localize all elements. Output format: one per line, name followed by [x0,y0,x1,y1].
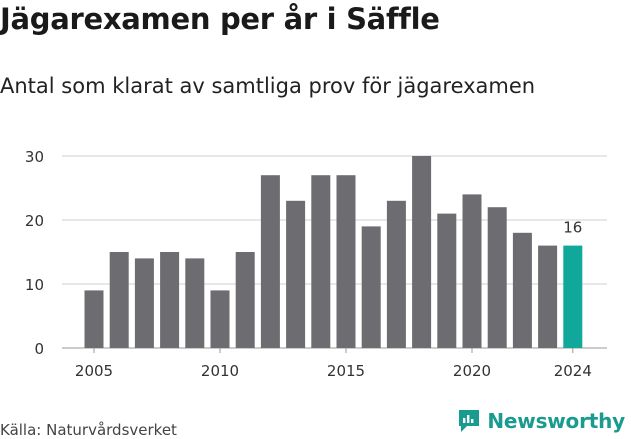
bar-2013 [286,200,306,348]
bar-2018 [412,156,432,348]
bar-chart: 0 10 20 30 16 2005 2010 2015 2020 2024 [25,148,607,380]
chart-title: Jägarexamen per år i Säffle [0,2,440,36]
bar-2023 [538,245,558,348]
bar-2017 [386,200,406,348]
y-tick-label: 20 [25,212,44,230]
bar-2006 [109,252,129,348]
y-tick-label: 0 [34,340,44,358]
bar-2014 [311,175,331,348]
bar-2015 [336,175,356,348]
bar-2011 [235,252,255,348]
y-tick-label: 10 [25,276,44,294]
x-tick-label: 2010 [201,362,239,380]
x-tick-label: 2015 [327,362,365,380]
chart-subtitle: Antal som klarat av samtliga prov för jä… [0,74,536,98]
y-tick-label: 30 [25,148,44,166]
bar-2010 [210,290,230,348]
bar-2008 [160,252,180,348]
bar-2007 [134,258,154,348]
bar-2022 [512,232,532,348]
bar-2021 [487,207,507,348]
bar-2020 [462,194,482,348]
data-label: 16 [563,219,582,237]
x-tick-label: 2005 [75,362,113,380]
brand-name: Newsworthy [487,409,625,433]
x-tick-label: 2024 [554,362,592,380]
bar-2019 [437,213,457,348]
brand-logo: Newsworthy [457,408,625,434]
bar-2009 [185,258,205,348]
bar-2024 [563,245,583,348]
source-note: Källa: Naturvårdsverket [0,421,177,439]
bar-2005 [84,290,104,348]
x-tick-label: 2020 [453,362,491,380]
bar-2012 [260,175,280,348]
newsworthy-icon [459,410,480,432]
bar-2016 [361,226,381,348]
